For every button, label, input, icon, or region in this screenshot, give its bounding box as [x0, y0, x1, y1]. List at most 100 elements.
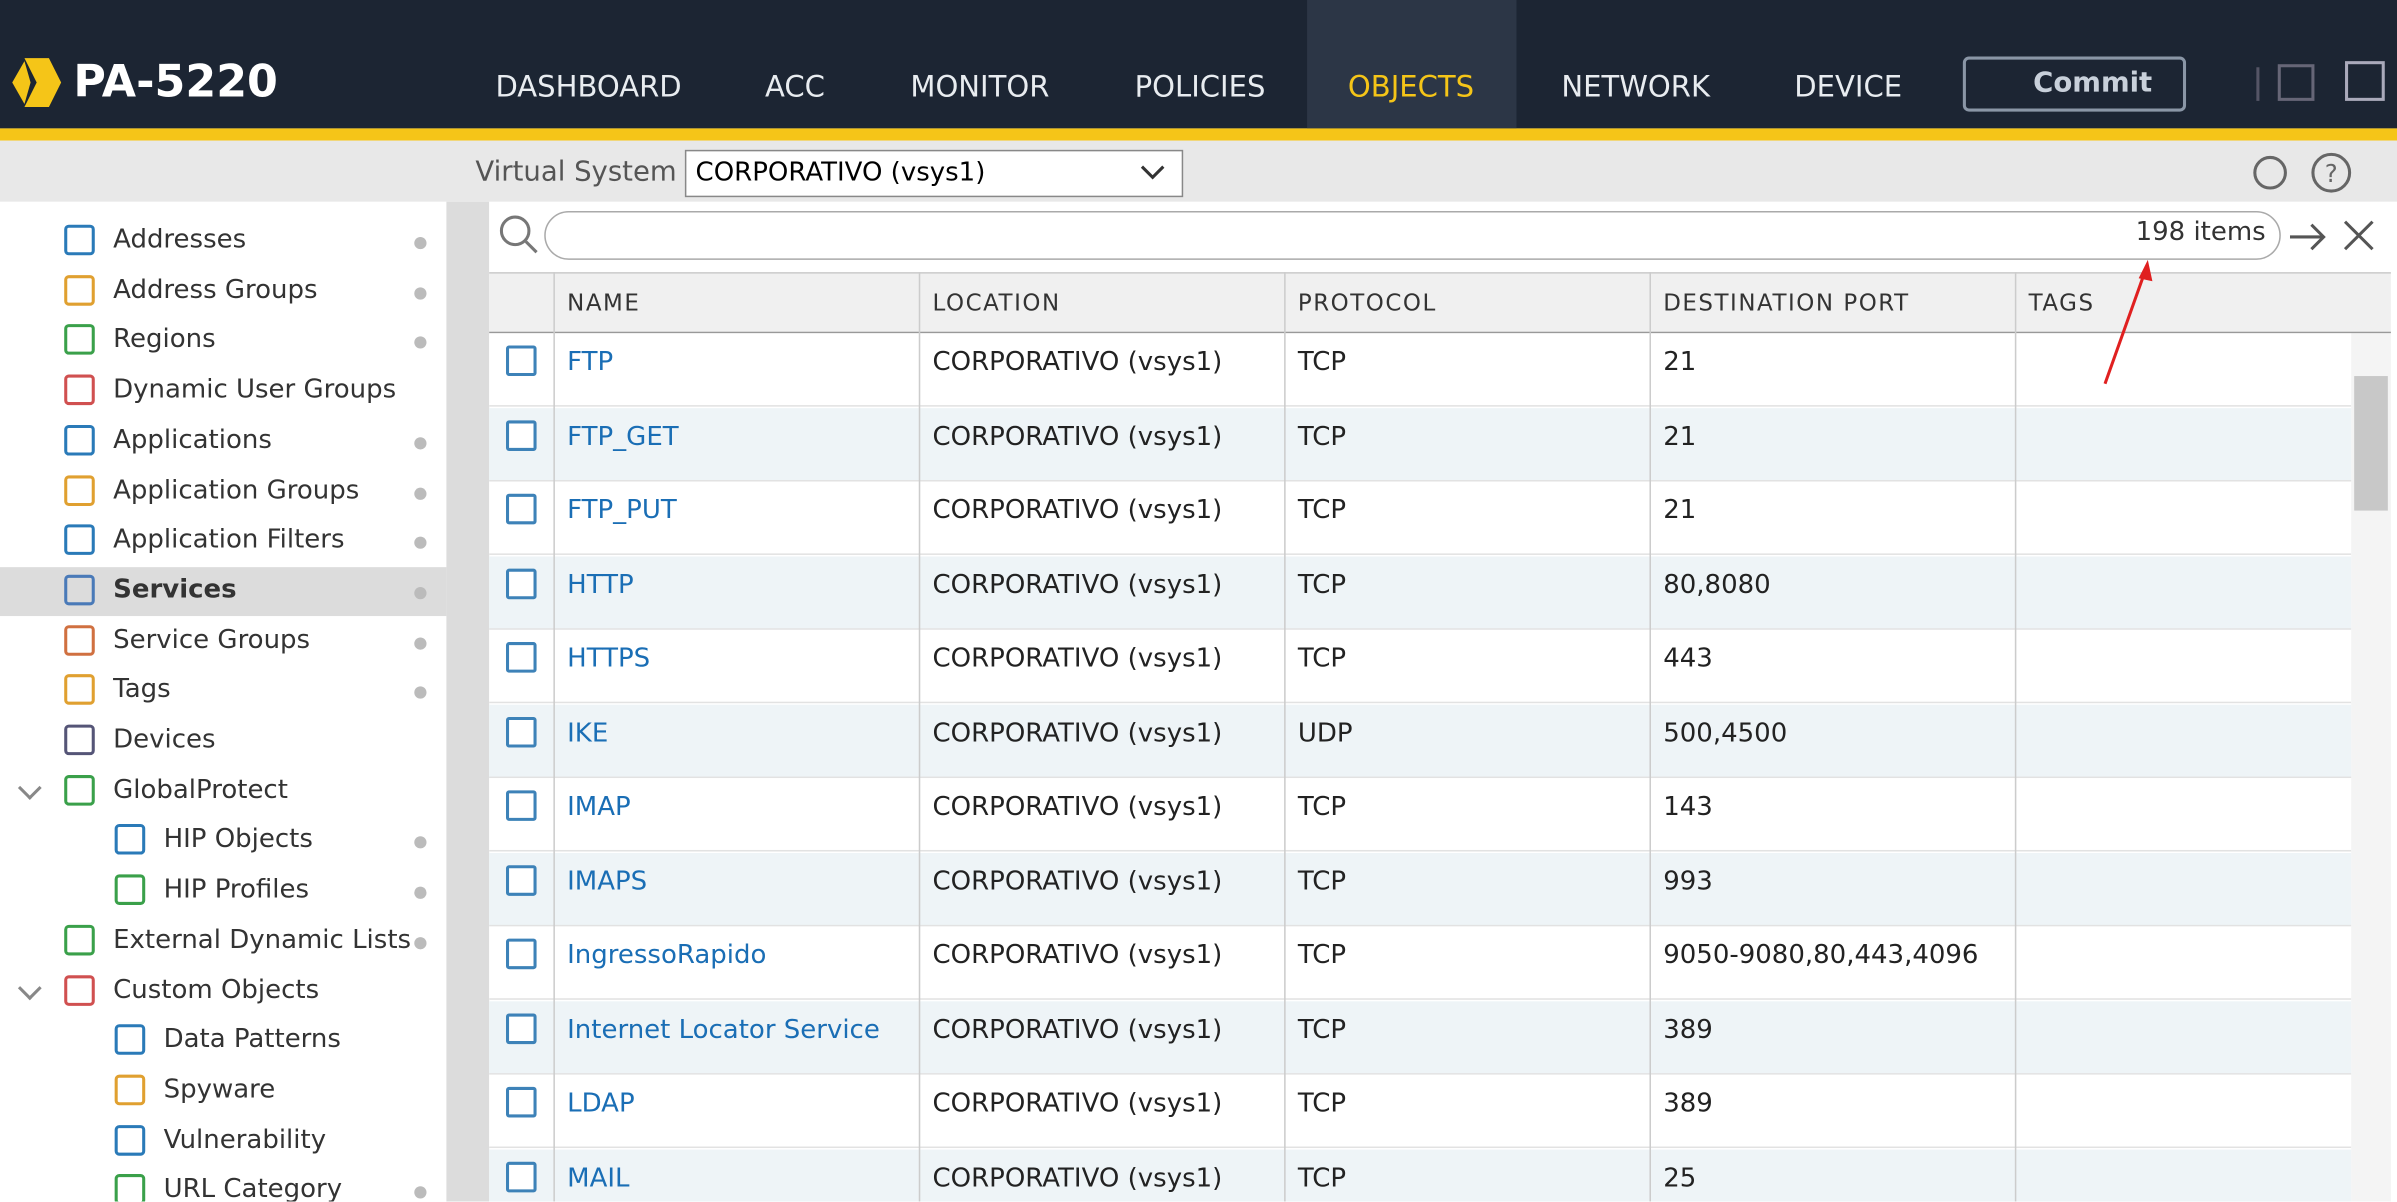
vsys-select[interactable]: CORPORATIVO (vsys1) — [684, 149, 1184, 198]
table-cell: 389 — [1663, 1014, 1713, 1045]
status-dot — [414, 586, 427, 600]
nav-tab[interactable]: MONITOR — [910, 70, 1050, 104]
sidebar-item[interactable]: HIP Profiles — [163, 874, 310, 906]
sidebar-icon — [64, 674, 95, 706]
save-icon[interactable] — [2345, 61, 2385, 101]
sidebar-item[interactable]: Data Patterns — [163, 1024, 341, 1056]
table-cell: 500,4500 — [1663, 717, 1788, 749]
service-name-link[interactable]: FTP_GET — [567, 421, 679, 452]
service-name-link[interactable]: HTTPS — [567, 643, 651, 675]
sidebar-icon — [64, 624, 95, 656]
table-cell: 80,8080 — [1663, 569, 1771, 601]
nav-tab[interactable]: POLICIES — [1134, 70, 1266, 104]
row-checkbox[interactable] — [505, 938, 537, 970]
sidebar-item[interactable]: GlobalProtect — [113, 774, 288, 806]
sidebar-icon — [114, 1074, 146, 1106]
column-header[interactable]: TAGS — [2028, 288, 2095, 317]
column-header[interactable]: LOCATION — [932, 288, 1061, 317]
row-checkbox[interactable] — [505, 864, 537, 896]
table-cell: 21 — [1663, 347, 1697, 378]
table-cell: CORPORATIVO (vsys1) — [932, 347, 1223, 378]
accent-stripe — [0, 128, 2397, 141]
nav-tab[interactable]: DEVICE — [1794, 70, 1903, 104]
table-row — [489, 481, 2352, 555]
row-checkbox[interactable] — [505, 1012, 537, 1044]
status-dot — [414, 886, 427, 900]
status-dot — [414, 236, 427, 250]
row-checkbox[interactable] — [505, 493, 537, 525]
service-name-link[interactable]: IKE — [567, 717, 609, 749]
sidebar-icon — [64, 424, 95, 456]
nav-tab[interactable]: DASHBOARD — [495, 70, 682, 104]
sidebar-item[interactable]: Services — [113, 574, 237, 606]
row-checkbox[interactable] — [505, 642, 537, 673]
nav-tab[interactable]: ACC — [764, 70, 825, 104]
service-name-link[interactable]: MAIL — [567, 1162, 630, 1194]
column-header[interactable]: DESTINATION PORT — [1663, 288, 1910, 317]
search-input[interactable] — [544, 210, 2281, 260]
sidebar-item[interactable]: External Dynamic Lists — [113, 924, 412, 956]
row-checkbox[interactable] — [505, 1086, 537, 1118]
service-name-link[interactable]: FTP — [567, 347, 614, 378]
column-divider — [1284, 272, 1286, 1202]
table-cell: 143 — [1663, 791, 1713, 823]
row-checkbox[interactable] — [505, 567, 537, 599]
status-dot — [414, 1186, 427, 1199]
sidebar-icon — [114, 874, 146, 906]
sidebar-item[interactable]: Service Groups — [113, 624, 311, 656]
sidebar-item[interactable]: Addresses — [113, 224, 247, 256]
sidebar-item[interactable]: Dynamic User Groups — [113, 374, 397, 406]
table-cell: TCP — [1297, 791, 1347, 823]
service-name-link[interactable]: FTP_PUT — [567, 495, 677, 526]
table-cell: CORPORATIVO (vsys1) — [932, 940, 1223, 971]
table-row — [489, 1074, 2352, 1149]
sidebar-item[interactable]: Custom Objects — [113, 974, 320, 1006]
search-actions[interactable] — [2284, 214, 2385, 260]
column-header[interactable]: NAME — [567, 288, 641, 317]
scroll-thumb[interactable] — [2354, 376, 2388, 511]
sidebar-item[interactable]: HIP Objects — [163, 824, 313, 856]
sidebar-item[interactable]: URL Category — [163, 1174, 343, 1202]
sidebar-icon — [114, 1124, 146, 1156]
sidebar-icon — [64, 774, 95, 806]
service-name-link[interactable]: IMAP — [567, 791, 631, 823]
table-cell: TCP — [1297, 1088, 1347, 1120]
sidebar-item[interactable]: Regions — [113, 324, 216, 356]
sidebar-icon — [114, 824, 146, 856]
sidebar-icon — [64, 724, 95, 756]
row-checkbox[interactable] — [505, 716, 537, 747]
sidebar-icon — [64, 524, 95, 556]
sidebar-item[interactable]: Application Filters — [113, 524, 345, 556]
commit-button[interactable]: Commit — [1962, 56, 2187, 112]
table-cell: TCP — [1297, 643, 1347, 675]
sidebar-icon — [64, 474, 95, 506]
lock-icon[interactable] — [2277, 64, 2315, 101]
nav-tab[interactable]: NETWORK — [1561, 70, 1711, 104]
service-name-link[interactable]: IMAPS — [567, 866, 648, 897]
sidebar-item[interactable]: Applications — [113, 424, 272, 456]
sidebar-item[interactable]: Devices — [113, 724, 216, 756]
sidebar-icon — [64, 374, 95, 406]
service-name-link[interactable]: Internet Locator Service — [567, 1014, 880, 1045]
row-checkbox[interactable] — [505, 790, 537, 821]
row-checkbox[interactable] — [505, 1161, 537, 1192]
service-name-link[interactable]: LDAP — [567, 1088, 635, 1120]
table-cell: CORPORATIVO (vsys1) — [932, 1088, 1223, 1120]
sidebar-item[interactable]: Tags — [113, 674, 171, 706]
table-cell: CORPORATIVO (vsys1) — [932, 1162, 1223, 1194]
table-cell: CORPORATIVO (vsys1) — [932, 421, 1223, 452]
row-checkbox[interactable] — [505, 345, 537, 377]
toolbar-icons[interactable]: ? — [2247, 150, 2354, 196]
sidebar-item[interactable]: Spyware — [163, 1074, 276, 1106]
sidebar-item[interactable]: Application Groups — [113, 474, 360, 506]
service-name-link[interactable]: IngressoRapido — [567, 940, 767, 971]
table-row — [489, 629, 2352, 704]
sidebar-item[interactable]: Vulnerability — [163, 1124, 327, 1156]
column-divider — [1649, 272, 1651, 1202]
column-header[interactable]: PROTOCOL — [1297, 288, 1437, 317]
nav-tab[interactable]: OBJECTS — [1347, 70, 1475, 104]
row-checkbox[interactable] — [505, 419, 537, 451]
table-header — [489, 272, 2391, 334]
service-name-link[interactable]: HTTP — [567, 569, 634, 601]
sidebar-item[interactable]: Address Groups — [113, 274, 318, 306]
